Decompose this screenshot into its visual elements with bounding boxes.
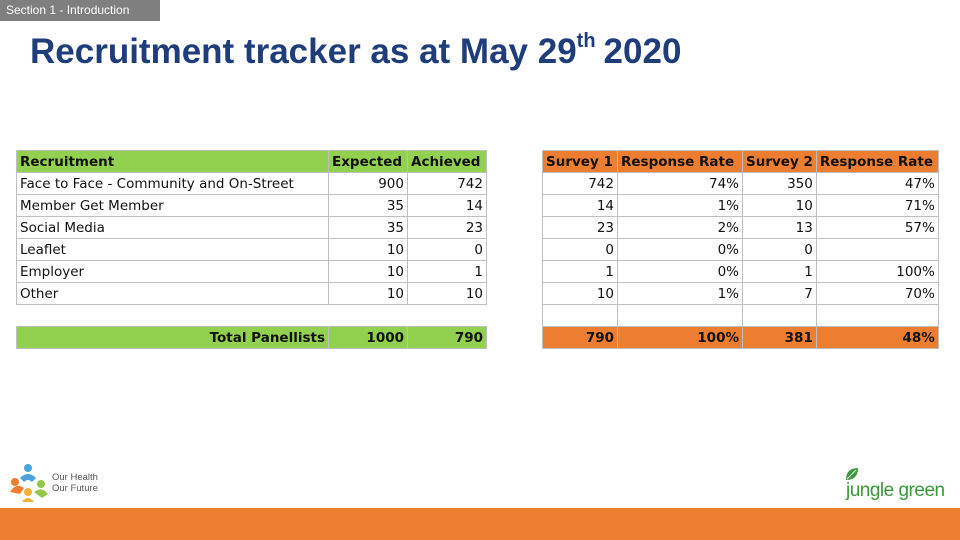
column-header: Survey 2	[742, 150, 817, 173]
rate1-cell: 74%	[617, 172, 743, 195]
rate1-cell: 0%	[617, 260, 743, 283]
total-label: Total Panellists	[16, 326, 329, 349]
channel-cell: Social Media	[16, 216, 329, 239]
spacer-cell	[815, 304, 939, 327]
survey2-cell: 10	[742, 194, 817, 217]
achieved-cell: 14	[407, 194, 487, 217]
channel-cell: Leaflet	[16, 238, 329, 261]
achieved-cell: 23	[407, 216, 487, 239]
table-row: Leaflet 10 0	[16, 238, 487, 261]
rate2-cell: 100%	[815, 260, 939, 283]
footer-bar	[0, 508, 960, 540]
achieved-cell: 1	[407, 260, 487, 283]
table-row: Social Media 35 23	[16, 216, 487, 239]
survey1-cell: 1	[542, 260, 618, 283]
table-row: 14 1% 10 71%	[542, 194, 939, 217]
channel-cell: Employer	[16, 260, 329, 283]
survey-table: Survey 1 Response Rate Survey 2 Response…	[542, 150, 939, 349]
total-survey2: 381	[742, 326, 817, 349]
rate2-cell: 70%	[815, 282, 939, 305]
title-superscript: th	[576, 30, 596, 52]
table-row: 1 0% 1 100%	[542, 260, 939, 283]
expected-cell: 10	[328, 282, 408, 305]
table-row: 10 1% 7 70%	[542, 282, 939, 305]
total-expected: 1000	[328, 326, 408, 349]
expected-cell: 35	[328, 194, 408, 217]
rate2-cell: 71%	[815, 194, 939, 217]
leaf-icon	[846, 468, 858, 480]
survey1-cell: 742	[542, 172, 618, 195]
org-name: Our Health Our Future	[52, 472, 98, 494]
survey1-cell: 14	[542, 194, 618, 217]
jungle-green-logo: jungle green	[842, 466, 952, 506]
spacer-cell	[542, 304, 618, 327]
rate1-cell: 2%	[617, 216, 743, 239]
survey2-cell: 7	[742, 282, 817, 305]
table-row: 0 0% 0	[542, 238, 939, 261]
expected-cell: 10	[328, 238, 408, 261]
expected-cell: 35	[328, 216, 408, 239]
slide-title: Recruitment tracker as at May 29th 2020	[30, 30, 681, 72]
achieved-cell: 10	[407, 282, 487, 305]
our-health-logo: Our Health Our Future	[8, 462, 128, 507]
spacer-row	[16, 304, 487, 327]
recruitment-table: Recruitment Expected Achieved Face to Fa…	[16, 150, 487, 349]
total-row: 790 100% 381 48%	[542, 326, 939, 349]
spacer-cell	[16, 304, 329, 327]
total-rate2: 48%	[815, 326, 939, 349]
channel-cell: Face to Face - Community and On-Street	[16, 172, 329, 195]
column-header: Expected	[328, 150, 408, 173]
org-name-line1: Our Health	[52, 472, 98, 483]
rate1-cell: 1%	[617, 282, 743, 305]
total-rate1: 100%	[617, 326, 743, 349]
total-achieved: 790	[407, 326, 487, 349]
column-header: Response Rate	[815, 150, 939, 173]
achieved-cell: 742	[407, 172, 487, 195]
channel-cell: Member Get Member	[16, 194, 329, 217]
spacer-row	[542, 304, 939, 327]
survey2-cell: 13	[742, 216, 817, 239]
achieved-cell: 0	[407, 238, 487, 261]
title-year: 2020	[603, 32, 682, 71]
org-name-line2: Our Future	[52, 483, 98, 494]
spacer-cell	[407, 304, 487, 327]
channel-cell: Other	[16, 282, 329, 305]
column-header: Recruitment	[16, 150, 329, 173]
table-row: 742 74% 350 47%	[542, 172, 939, 195]
survey2-cell: 350	[742, 172, 817, 195]
spacer-cell	[617, 304, 743, 327]
brand-name: jungle green	[846, 480, 945, 501]
expected-cell: 10	[328, 260, 408, 283]
rate2-cell	[815, 238, 939, 261]
rate2-cell: 47%	[815, 172, 939, 195]
total-survey1: 790	[542, 326, 618, 349]
survey2-cell: 0	[742, 238, 817, 261]
table-row: Employer 10 1	[16, 260, 487, 283]
rate1-cell: 0%	[617, 238, 743, 261]
table-row: Other 10 10	[16, 282, 487, 305]
survey1-cell: 23	[542, 216, 618, 239]
table-header-row: Recruitment Expected Achieved	[16, 150, 487, 173]
table-row: 23 2% 13 57%	[542, 216, 939, 239]
total-row: Total Panellists 1000 790	[16, 326, 487, 349]
rate1-cell: 1%	[617, 194, 743, 217]
table-header-row: Survey 1 Response Rate Survey 2 Response…	[542, 150, 939, 173]
table-row: Face to Face - Community and On-Street 9…	[16, 172, 487, 195]
column-header: Response Rate	[617, 150, 743, 173]
survey1-cell: 0	[542, 238, 618, 261]
column-header: Achieved	[407, 150, 487, 173]
expected-cell: 900	[328, 172, 408, 195]
table-row: Member Get Member 35 14	[16, 194, 487, 217]
column-header: Survey 1	[542, 150, 618, 173]
title-main: Recruitment tracker as at May 29	[30, 32, 577, 71]
spacer-cell	[742, 304, 817, 327]
survey2-cell: 1	[742, 260, 817, 283]
survey1-cell: 10	[542, 282, 618, 305]
section-tab: Section 1 - Introduction	[0, 0, 160, 21]
rate2-cell: 57%	[815, 216, 939, 239]
people-cluster-icon	[10, 464, 48, 502]
spacer-cell	[328, 304, 408, 327]
